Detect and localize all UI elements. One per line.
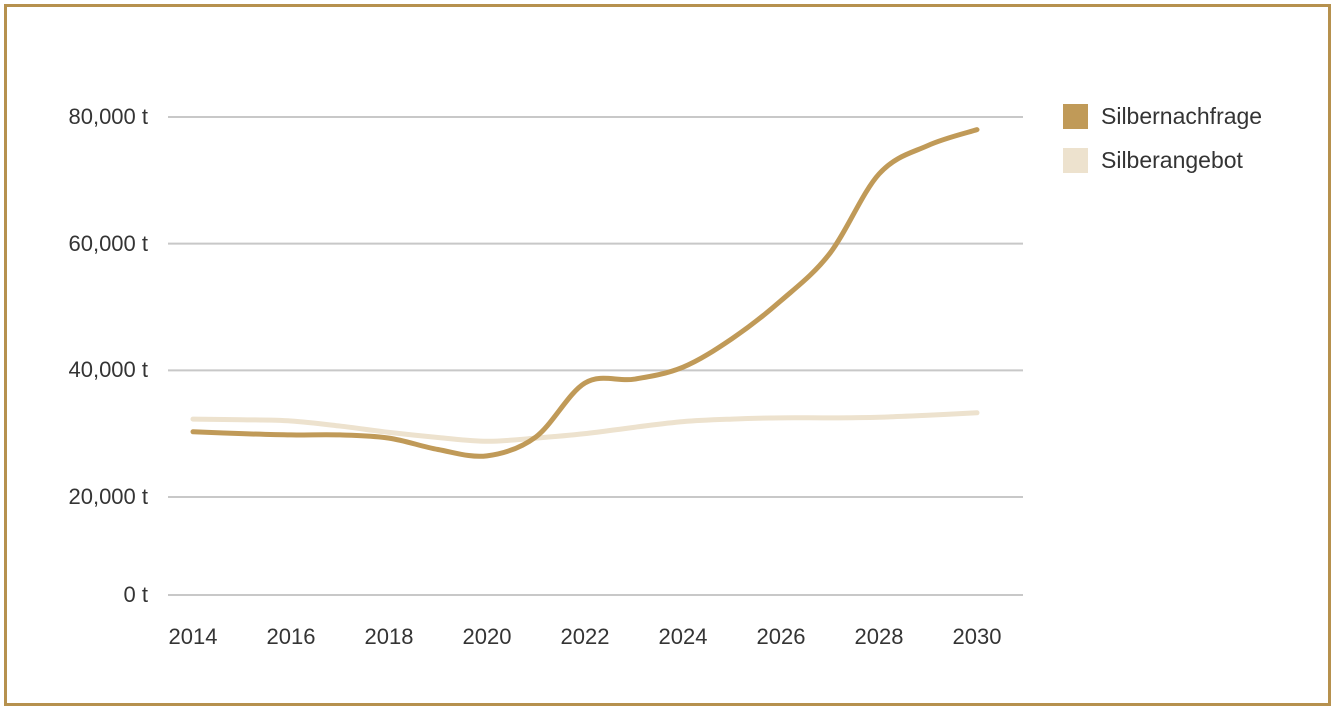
x-tick-2016: 2016 (266, 624, 316, 649)
y-tick-60000t: 60,000 t (68, 231, 148, 256)
y-tick-40000t: 40,000 t (68, 357, 148, 382)
y-tick-0t: 0 t (123, 582, 148, 607)
x-tick-2030: 2030 (952, 624, 1002, 649)
x-tick-2022: 2022 (560, 624, 610, 649)
x-tick-2028: 2028 (854, 624, 904, 649)
x-tick-2020: 2020 (462, 624, 512, 649)
legend-swatch-silberangebot-icon (1063, 148, 1088, 173)
legend-item-silberangebot: Silberangebot (1063, 147, 1262, 173)
legend-item-silbernachfrage: Silbernachfrage (1063, 103, 1263, 129)
y-tick-20000t: 20,000 t (68, 484, 148, 509)
x-tick-2014: 2014 (168, 624, 218, 649)
y-tick-80000t: 80,000 t (68, 104, 148, 129)
legend-label-silbernachfrage: Silbernachfrage (1101, 103, 1263, 129)
x-tick-2026: 2026 (756, 624, 806, 649)
x-tick-2018: 2018 (364, 624, 414, 649)
x-tick-2024: 2024 (658, 624, 708, 649)
legend-swatch-silbernachfrage-icon (1063, 104, 1088, 129)
chart-legend: Silbernachfrage Silberangebot (1063, 103, 1263, 192)
legend-label-silberangebot: Silberangebot (1101, 147, 1243, 173)
silberangebot-line (190, 410, 980, 444)
silbernachfrage-line (190, 127, 980, 459)
